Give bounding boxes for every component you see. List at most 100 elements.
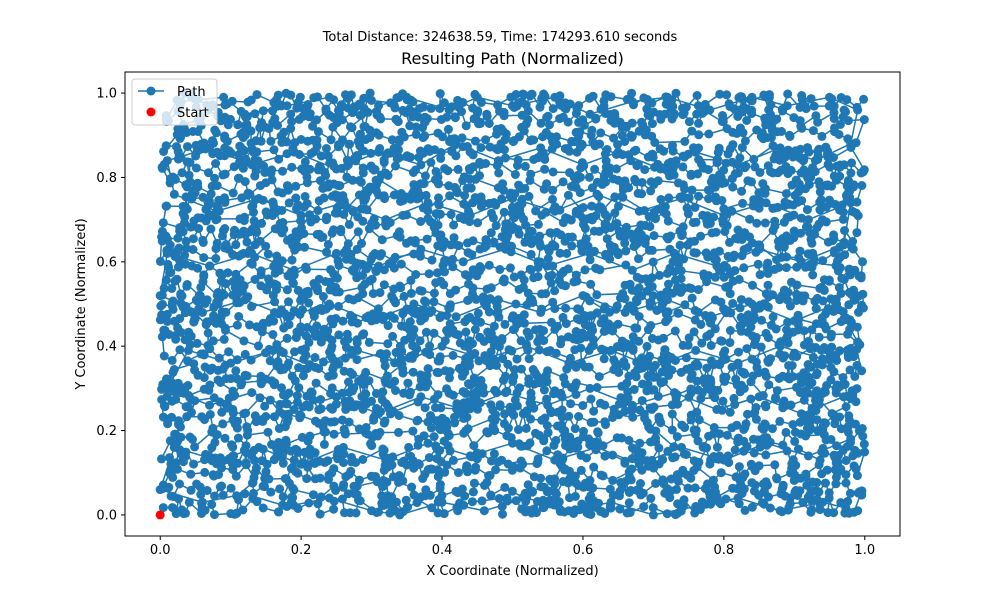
path-point: [526, 169, 536, 179]
path-point: [404, 104, 414, 114]
path-point: [306, 149, 316, 159]
path-point: [550, 286, 560, 296]
path-point: [367, 220, 377, 230]
path-point: [173, 233, 183, 243]
path-point: [168, 296, 178, 306]
path-point: [480, 480, 489, 490]
path-point: [795, 246, 805, 256]
path-point: [764, 380, 774, 390]
path-point: [803, 249, 813, 259]
path-point: [608, 450, 618, 460]
path-point: [429, 432, 439, 442]
path-point: [512, 388, 522, 398]
path-point: [673, 399, 682, 409]
path-point: [211, 254, 221, 263]
path-point: [517, 110, 527, 120]
path-point: [255, 181, 265, 191]
path-point: [631, 372, 641, 382]
path-point: [256, 281, 266, 291]
path-point: [192, 479, 202, 489]
path-point: [443, 124, 453, 134]
path-point: [463, 424, 473, 434]
path-point: [554, 497, 564, 507]
path-point: [404, 305, 414, 315]
path-point: [658, 475, 668, 485]
path-point: [775, 143, 785, 153]
path-point: [522, 341, 532, 351]
path-point: [434, 200, 444, 210]
path-point: [294, 114, 304, 124]
path-point: [468, 289, 477, 299]
path-point: [215, 482, 225, 492]
path-point: [617, 433, 627, 443]
path-point: [592, 442, 602, 452]
path-point: [787, 180, 797, 190]
path-point: [839, 160, 849, 170]
path-point: [706, 375, 715, 384]
path-point: [848, 451, 858, 461]
path-point: [440, 256, 449, 266]
path-point: [600, 400, 610, 410]
path-point: [807, 238, 817, 248]
path-point: [228, 415, 238, 425]
path-point: [689, 248, 699, 258]
path-point: [730, 266, 740, 276]
path-point: [783, 317, 793, 327]
path-point: [304, 402, 314, 412]
path-point: [667, 365, 677, 375]
path-point: [681, 102, 691, 112]
path-point: [460, 317, 470, 327]
path-point: [555, 114, 565, 124]
path-point: [716, 468, 726, 478]
path-point: [181, 236, 191, 246]
path-point: [859, 165, 869, 175]
path-point: [383, 321, 393, 331]
path-point: [408, 426, 418, 436]
path-point: [526, 388, 536, 398]
path-point: [745, 214, 755, 224]
path-point: [694, 415, 704, 425]
path-point: [448, 350, 458, 360]
y-tick-label: 1.0: [96, 87, 117, 102]
path-point: [660, 202, 670, 212]
path-point: [537, 415, 547, 425]
path-point: [594, 498, 603, 508]
path-point: [550, 206, 560, 216]
path-point: [642, 286, 652, 296]
path-point: [710, 272, 720, 282]
path-point: [742, 442, 752, 451]
path-point: [742, 344, 752, 354]
path-point: [210, 437, 220, 447]
path-point: [853, 488, 863, 498]
path-point: [269, 202, 279, 212]
path-point: [783, 338, 793, 348]
path-point: [655, 144, 665, 154]
path-point: [572, 314, 582, 324]
path-point: [231, 471, 241, 481]
path-point: [512, 401, 522, 411]
path-point: [608, 475, 618, 485]
path-point: [494, 494, 504, 503]
path-point: [592, 189, 602, 199]
path-point: [282, 312, 292, 322]
path-point: [647, 273, 657, 283]
path-point: [534, 238, 544, 248]
path-point: [420, 117, 430, 127]
path-point: [525, 438, 535, 448]
path-point: [798, 498, 808, 507]
path-point: [415, 336, 425, 346]
path-point: [240, 489, 250, 499]
path-point: [458, 405, 468, 414]
path-point: [287, 492, 297, 502]
path-point: [346, 122, 355, 132]
path-point: [627, 464, 637, 474]
path-point: [693, 361, 703, 371]
path-point: [284, 358, 294, 368]
path-point: [825, 162, 835, 172]
path-point: [187, 308, 197, 317]
path-point: [339, 248, 349, 258]
path-point: [585, 248, 595, 258]
path-point: [847, 158, 857, 168]
path-point: [813, 426, 822, 435]
path-point: [509, 371, 519, 381]
